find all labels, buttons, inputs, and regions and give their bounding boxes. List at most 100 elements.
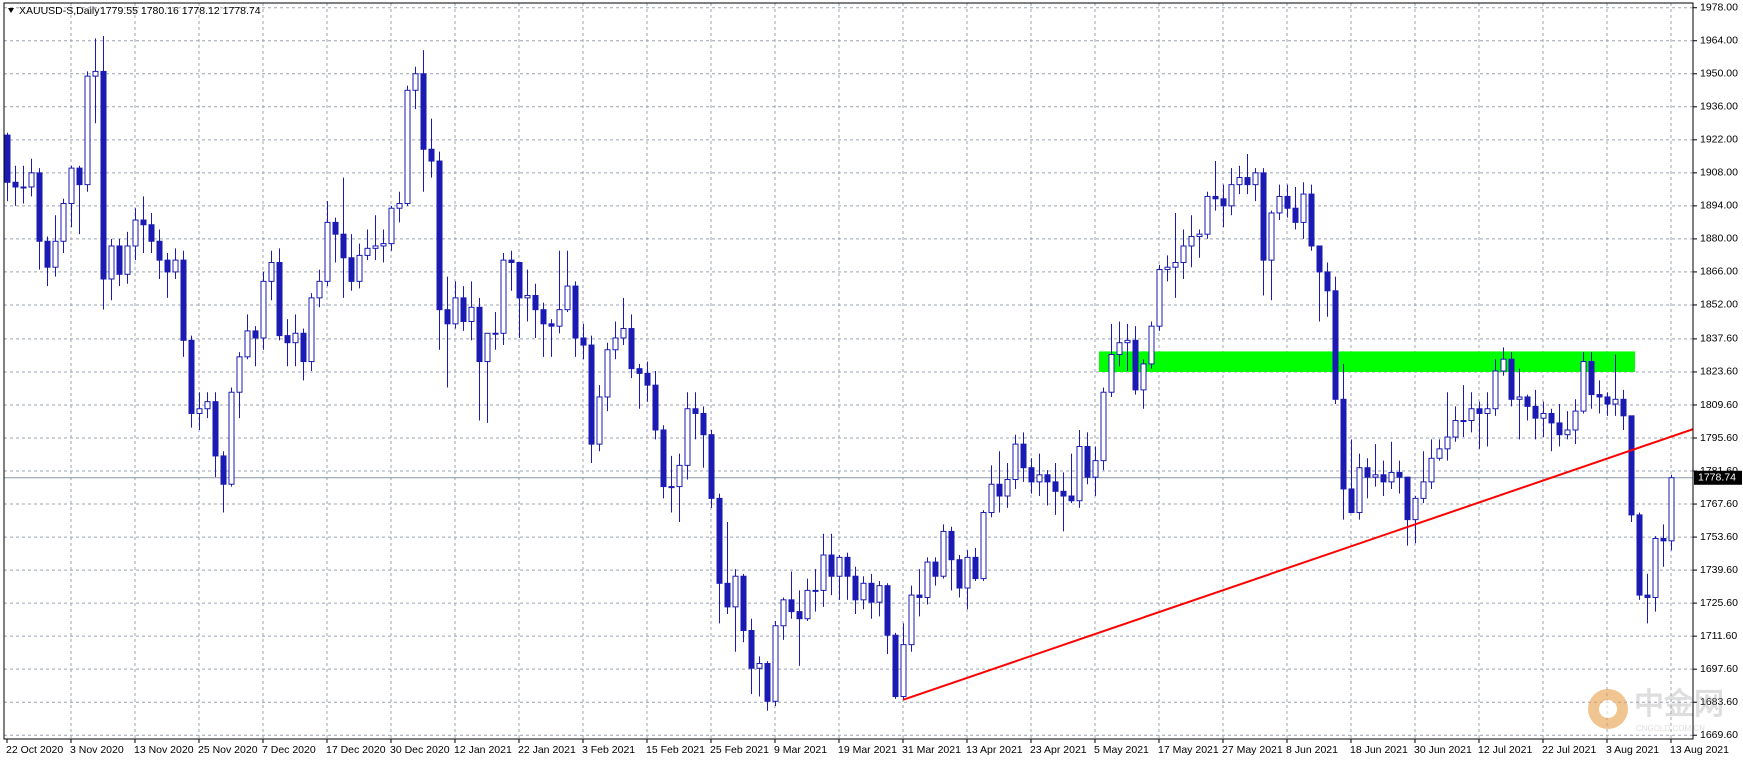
candle-body — [1372, 474, 1379, 478]
candle-body — [1396, 471, 1403, 478]
candle-body — [364, 247, 371, 256]
candle-body — [1500, 358, 1507, 372]
candle-body — [196, 408, 203, 414]
candle-body — [1564, 429, 1571, 436]
candle-body — [500, 259, 507, 334]
y-tick-label: 1809.60 — [1700, 399, 1738, 411]
candle-body — [1508, 358, 1515, 400]
candle-body — [324, 221, 331, 282]
y-tick-label: 1683.60 — [1700, 696, 1738, 708]
trendline — [902, 428, 1693, 701]
candle-body — [492, 332, 499, 335]
candle-body — [156, 240, 163, 261]
symbol-title: XAUUSD-S,Daily — [19, 5, 100, 17]
candle-body — [1212, 195, 1219, 200]
candle-body — [1116, 342, 1123, 355]
candle-body — [596, 396, 603, 445]
candle-body — [892, 634, 899, 698]
x-tick-label: 30 Dec 2020 — [390, 744, 450, 756]
current-price-label: 1778.74 — [1698, 472, 1736, 484]
candle-body — [140, 219, 147, 226]
candle-body — [1532, 405, 1539, 419]
candle-body — [1164, 266, 1171, 271]
candle-body — [1620, 398, 1627, 417]
candle-body — [172, 259, 179, 273]
candle-body — [772, 625, 779, 702]
candle-body — [220, 455, 227, 485]
x-tick-label: 8 Jun 2021 — [1286, 744, 1338, 756]
candle-body — [1068, 495, 1075, 502]
candle-body — [4, 134, 11, 183]
candle-body — [1092, 460, 1099, 478]
candle-body — [1556, 422, 1563, 436]
candle-body — [796, 611, 803, 620]
candle-body — [932, 561, 939, 577]
candle-body — [1204, 195, 1211, 235]
candle-body — [812, 589, 819, 592]
candle-body — [1300, 193, 1307, 223]
candle-body — [1172, 261, 1179, 268]
x-tick-label: 30 Jun 2021 — [1414, 744, 1472, 756]
candle-body — [1060, 490, 1067, 497]
candle-body — [1100, 391, 1107, 462]
x-tick-label: 17 May 2021 — [1158, 744, 1219, 756]
candle-body — [1476, 408, 1483, 414]
candle-body — [1220, 198, 1227, 207]
y-tick-label: 1894.00 — [1700, 200, 1738, 212]
candle-body — [1020, 443, 1027, 469]
candle-body — [604, 349, 611, 398]
candle-body — [1332, 290, 1339, 400]
candle-body — [1612, 398, 1619, 405]
y-tick-label: 1823.60 — [1700, 366, 1738, 378]
candle-body — [676, 464, 683, 488]
current-price-tag — [1694, 470, 1742, 485]
x-tick-label: 13 Apr 2021 — [966, 744, 1023, 756]
candle-body — [948, 530, 955, 561]
y-tick-label: 1908.00 — [1700, 167, 1738, 179]
candle-body — [988, 483, 995, 514]
candle-body — [996, 483, 1003, 497]
x-tick-label: 9 Mar 2021 — [774, 744, 827, 756]
candle-body — [580, 337, 587, 346]
candle-body — [1516, 396, 1523, 400]
candle-body — [228, 391, 235, 485]
candle-body — [1452, 420, 1459, 438]
candle-body — [1652, 537, 1659, 598]
candle-body — [540, 309, 547, 325]
candle-body — [716, 497, 723, 584]
candle-body — [1156, 269, 1163, 327]
candle-body — [340, 233, 347, 259]
candle-body — [1132, 339, 1139, 391]
candle-body — [1340, 398, 1347, 490]
candle-body — [1380, 474, 1387, 483]
candle-body — [1316, 245, 1323, 273]
candle-body — [100, 70, 107, 280]
candle-body — [652, 384, 659, 431]
candle-body — [780, 599, 787, 627]
candle-body — [468, 306, 475, 322]
candle-body — [636, 368, 643, 374]
candle-body — [1252, 172, 1259, 186]
x-tick-label: 19 Mar 2021 — [838, 744, 897, 756]
x-tick-label: 7 Dec 2020 — [262, 744, 316, 756]
candle-body — [788, 599, 795, 613]
candle-body — [588, 344, 595, 445]
y-tick-label: 1711.60 — [1700, 630, 1737, 642]
candle-body — [1124, 339, 1131, 344]
candle-body — [1012, 443, 1019, 481]
candle-body — [1404, 476, 1411, 521]
candle-body — [804, 589, 811, 620]
candle-body — [204, 401, 211, 410]
candle-body — [484, 332, 491, 363]
candle-body — [164, 259, 171, 273]
candle-body — [124, 245, 131, 275]
x-tick-label: 3 Nov 2020 — [70, 744, 124, 756]
candle-body — [1228, 184, 1235, 207]
candle-body — [1108, 353, 1115, 393]
candle-body — [1388, 471, 1395, 483]
candle-body — [628, 328, 635, 370]
header-arrow — [8, 8, 14, 13]
candle-body — [836, 556, 843, 577]
